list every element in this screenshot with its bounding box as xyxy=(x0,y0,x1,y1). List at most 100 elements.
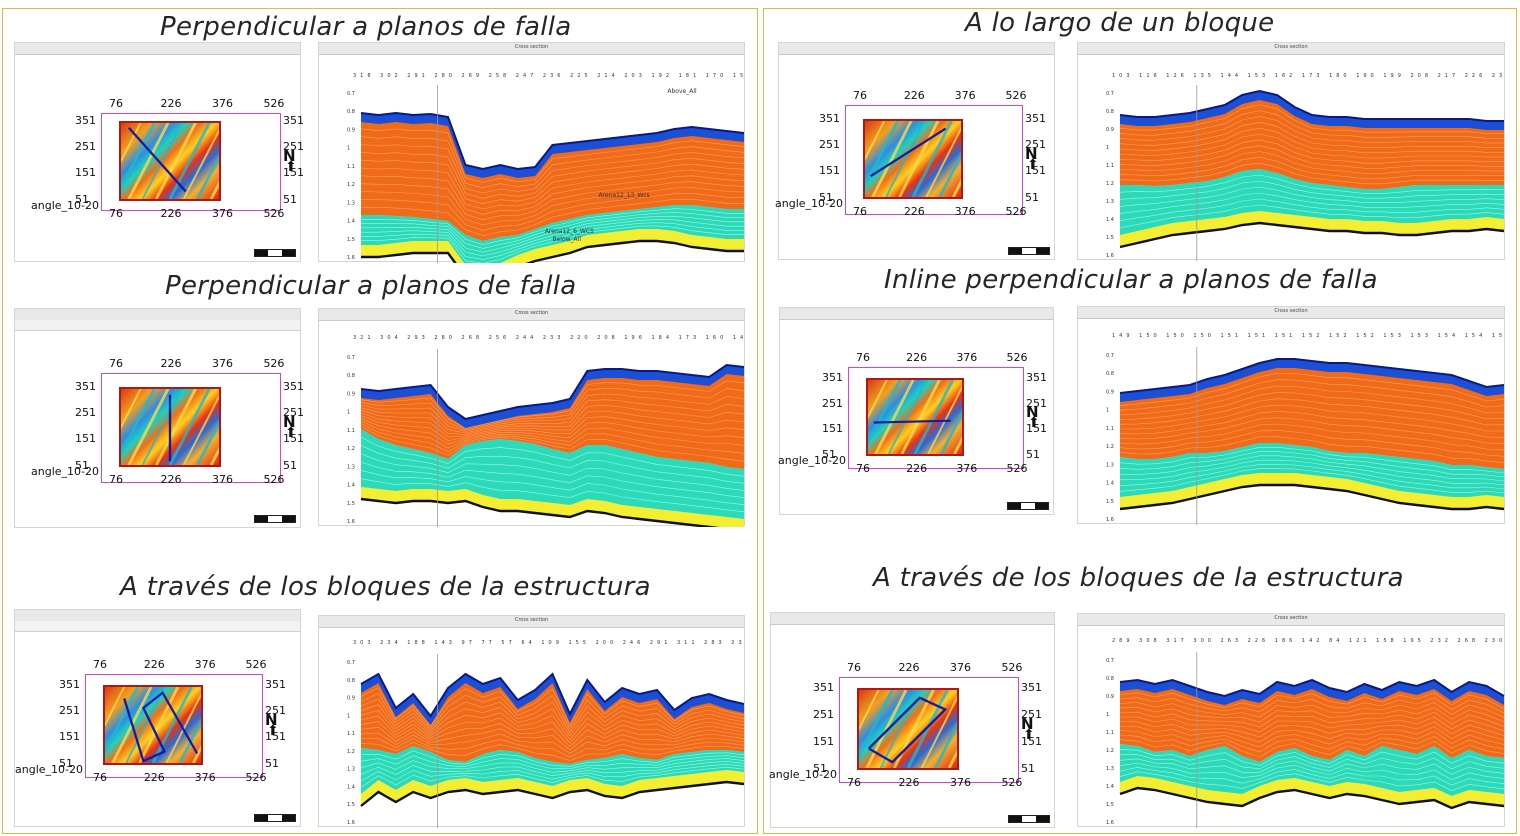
map-x-label-bottom: 226 xyxy=(160,207,182,220)
map-panel-r3[interactable]: 76 76 226 226 376 376 526 526 351 351 251 251 151 151… xyxy=(769,612,1056,829)
map-toolbar[interactable] xyxy=(780,308,1053,320)
time-tick-label: 1.4 xyxy=(1106,481,1114,487)
map-toolbar[interactable] xyxy=(771,613,1054,625)
time-tick-label: 0.8 xyxy=(347,373,355,379)
trace-ticks: 318 302 291 280 269 258 247 236 225 214 … xyxy=(353,73,743,79)
map-toolbar-2[interactable] xyxy=(15,621,300,632)
time-tick-label: 1.3 xyxy=(1106,199,1114,205)
map-view[interactable]: 76 76 226 226 376 376 526 526 351 351 251 251 151 151… xyxy=(15,43,304,263)
map-toolbar-2[interactable] xyxy=(15,320,300,331)
time-tick-label: 1.6 xyxy=(347,519,355,525)
map-view[interactable]: 76 76 226 226 376 376 526 526 351 351 251 251 151 151… xyxy=(775,43,1056,261)
map-y-label-right: 351 xyxy=(1025,112,1046,125)
time-tick-label: 1.1 xyxy=(347,164,355,170)
north-arrow-icon: ⬆ xyxy=(267,723,279,739)
seismic-section[interactable]: 0.70.80.911.11.21.31.41.51.6Time [s] xyxy=(343,349,746,527)
map-y-label-left: 351 xyxy=(75,114,96,127)
time-tick-label: 1 xyxy=(347,410,350,416)
title-left-1: Perpendicular a planos de falla xyxy=(160,12,572,42)
map-y-label-right: 351 xyxy=(283,380,304,393)
map-toolbar[interactable] xyxy=(15,43,300,55)
time-tick-label: 1.4 xyxy=(1106,784,1114,790)
attribute-map-image[interactable] xyxy=(119,121,221,201)
time-tick-label: 0.9 xyxy=(1106,389,1114,395)
map-y-label-left: 151 xyxy=(819,164,840,178)
map-view[interactable]: 76 76 226 226 376 376 526 526 351 351 251 251 151 151… xyxy=(769,613,1056,829)
seismic-section[interactable]: 0.70.80.911.11.21.31.41.51.6Time [s] xyxy=(1102,85,1506,261)
map-x-label-bottom: 526 xyxy=(1006,462,1028,475)
horizon-annotation: Below_All xyxy=(553,236,582,243)
map-y-label-left: 51 xyxy=(75,458,89,472)
scale-bar xyxy=(254,515,296,523)
map-panel-r1[interactable]: 76 76 226 226 376 376 526 526 351 351 251 251 151 151… xyxy=(775,42,1056,261)
map-x-label-top: 526 xyxy=(245,658,267,671)
time-tick-label: 0.7 xyxy=(347,91,355,97)
map-texture xyxy=(105,687,201,763)
seismic-section[interactable]: 0.70.80.911.11.21.31.41.51.6Time [s] xyxy=(1102,652,1506,828)
section-plot: 0.70.80.911.11.21.31.41.51.6Time [s]Abov… xyxy=(347,85,745,263)
map-y-label-left: 351 xyxy=(819,112,840,125)
map-frame xyxy=(101,373,281,483)
time-tick-label: 1.4 xyxy=(1106,217,1114,223)
map-y-label-right: 151 xyxy=(283,432,304,446)
time-tick-label: 1.3 xyxy=(1106,462,1114,468)
map-x-label-bottom: 76 xyxy=(847,776,861,789)
map-x-label-bottom: 526 xyxy=(1005,205,1027,218)
attribute-map-image[interactable] xyxy=(119,387,221,467)
map-view[interactable]: 76 76 226 226 376 376 526 526 351 351 251 251 151 151… xyxy=(15,610,302,828)
map-y-label-right: 351 xyxy=(1021,681,1042,694)
time-tick-label: 1.3 xyxy=(347,200,355,206)
time-tick-label: 1.6 xyxy=(347,255,355,261)
map-x-label-bottom: 376 xyxy=(211,207,233,220)
map-x-label-bottom: 526 xyxy=(1001,776,1023,789)
map-x-label-top: 376 xyxy=(954,89,976,102)
time-tick-label: 1.5 xyxy=(1106,235,1114,241)
attribute-map-image[interactable] xyxy=(866,378,964,456)
scale-bar xyxy=(1008,815,1050,823)
attribute-map-image[interactable] xyxy=(863,119,963,199)
north-arrow-icon: ⬆ xyxy=(1027,157,1039,173)
attribute-map-image[interactable] xyxy=(857,688,959,770)
map-panel-l3[interactable]: 76 76 226 226 376 376 526 526 351 351 251 251 151 151… xyxy=(14,609,301,827)
attribute-map-image[interactable] xyxy=(103,685,203,765)
map-panel-r2[interactable]: 76 76 226 226 376 376 526 526 351 351 251 251 151 151… xyxy=(778,307,1055,516)
map-toolbar[interactable] xyxy=(779,43,1054,55)
section-panel-r3[interactable]: Cross section 289 308 317 300 263 226 18… xyxy=(1077,613,1506,828)
north-icon: N xyxy=(283,147,296,165)
map-x-label-top: 376 xyxy=(194,658,216,671)
time-tick-label: 1.2 xyxy=(1106,748,1114,754)
time-tick-label: 0.9 xyxy=(1106,127,1114,133)
map-panel-l1[interactable]: 76 76 226 226 376 376 526 526 351 351 251 251 151 151… xyxy=(14,42,304,263)
trace-ticks: 149 150 150 150 151 151 151 152 152 152 … xyxy=(1112,333,1502,339)
section-panel-l3[interactable]: Cross section 303 234 188 143 97 77 57 6… xyxy=(318,615,746,828)
map-y-label-left: 151 xyxy=(813,734,834,748)
seismic-section[interactable]: 0.70.80.911.11.21.31.41.51.6Time [s] xyxy=(343,654,746,828)
map-x-label-bottom: 376 xyxy=(211,473,233,486)
map-texture xyxy=(121,389,219,465)
section-panel-r2[interactable]: Cross section 149 150 150 150 151 151 15… xyxy=(1077,306,1506,525)
left-half-frame xyxy=(2,8,758,834)
map-y-label-right: 51 xyxy=(283,458,297,472)
map-view[interactable]: 76 76 226 226 376 376 526 526 351 351 251 251 151 151… xyxy=(778,308,1055,516)
seismic-section[interactable]: 0.70.80.911.11.21.31.41.51.6Time [s] xyxy=(1102,347,1506,525)
map-x-label-top: 226 xyxy=(143,658,165,671)
map-y-label-right: 351 xyxy=(1026,371,1047,384)
section-panel-r1[interactable]: Cross section 103 116 126 135 144 153 16… xyxy=(1077,42,1506,261)
seismic-section[interactable]: 0.70.80.911.11.21.31.41.51.6Time [s]Abov… xyxy=(343,85,746,263)
map-y-label-left: 151 xyxy=(75,166,96,180)
map-x-label-top: 526 xyxy=(263,97,285,110)
section-plot: 0.70.80.911.11.21.31.41.51.6Time [s] xyxy=(1106,347,1505,525)
map-x-label-top: 226 xyxy=(160,357,182,370)
trace-ticks: 289 308 317 300 263 226 186 142 84 121 1… xyxy=(1112,638,1502,644)
time-tick-label: 1.1 xyxy=(1106,426,1114,432)
section-panel-l1[interactable]: Cross section 318 302 291 280 269 258 24… xyxy=(318,42,746,263)
time-tick-label: 0.7 xyxy=(347,660,355,666)
time-tick-label: 0.7 xyxy=(347,355,355,361)
north-arrow-icon: ⬆ xyxy=(1023,727,1035,743)
time-tick-label: 1.5 xyxy=(347,802,355,808)
section-panel-l2[interactable]: Cross section 321 304 293 280 268 256 24… xyxy=(318,308,746,527)
map-panel-l2[interactable]: 76 76 226 226 376 376 526 526 351 351 251 251 151 151… xyxy=(14,308,304,529)
map-view[interactable]: 76 76 226 226 376 376 526 526 351 351 251 251 151 151… xyxy=(15,309,304,529)
angle-label: angle_10-20 xyxy=(31,465,99,478)
map-y-label-right: 51 xyxy=(283,192,297,206)
